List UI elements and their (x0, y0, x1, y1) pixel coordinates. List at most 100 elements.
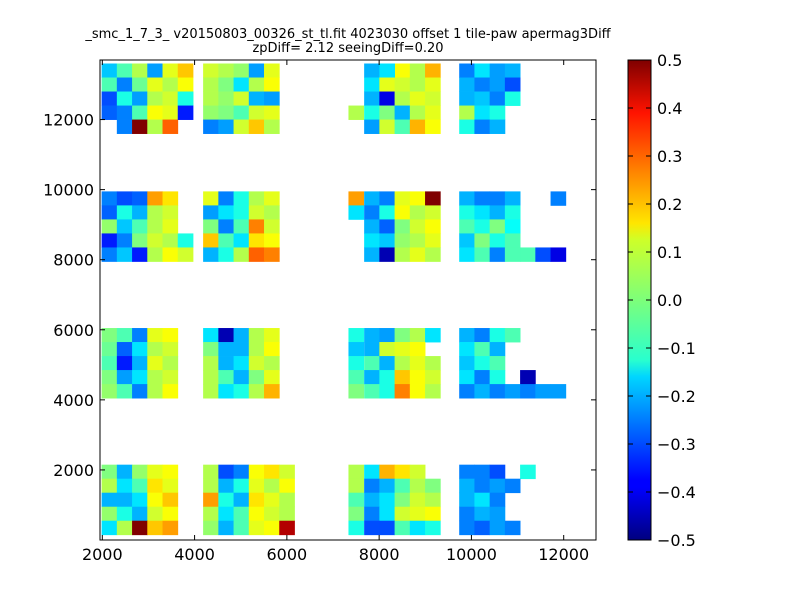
heatmap-cell (264, 63, 280, 78)
heatmap-cell (162, 191, 179, 206)
heatmap-cell (248, 219, 265, 234)
heatmap-cell (218, 119, 234, 134)
heatmap-cell (364, 119, 380, 134)
heatmap-cell (132, 77, 148, 92)
heatmap-cell (425, 233, 441, 248)
heatmap-cell (489, 384, 506, 399)
heatmap-cell (459, 247, 475, 262)
heatmap-cell (504, 328, 521, 343)
heatmap-cell (364, 478, 380, 494)
heatmap-cell (218, 63, 234, 78)
heatmap-cell (348, 342, 365, 357)
heatmap-cell (459, 63, 475, 78)
heatmap-cell (132, 247, 148, 262)
heatmap-cell (489, 506, 506, 522)
heatmap-cell (489, 328, 506, 343)
heatmap-cell (264, 247, 280, 262)
heatmap-cell (132, 370, 148, 385)
heatmap-cell (162, 464, 179, 480)
heatmap-cell (489, 205, 506, 220)
heatmap-cell (264, 506, 280, 522)
x-tick-label: 12000 (538, 545, 589, 564)
heatmap-cell (504, 191, 521, 206)
heatmap-cell (425, 205, 441, 220)
heatmap-cell (348, 384, 365, 399)
heatmap-cell (248, 356, 265, 371)
heatmap-cell (474, 342, 491, 357)
heatmap-cell (279, 492, 295, 508)
heatmap-cell (264, 119, 280, 134)
heatmap-cell (132, 464, 148, 480)
heatmap-cell (409, 384, 426, 399)
heatmap-cell (364, 384, 380, 399)
heatmap-cell (101, 464, 118, 480)
heatmap-cell (132, 492, 148, 508)
colorbar-tick-label: −0.2 (657, 387, 696, 406)
heatmap-cell (474, 370, 491, 385)
heatmap-cell (459, 105, 475, 120)
heatmap-cell (394, 520, 411, 536)
heatmap-cell (409, 464, 426, 480)
heatmap-cell (459, 328, 475, 343)
heatmap-cell (474, 356, 491, 371)
heatmap-cell (348, 191, 365, 206)
heatmap-cell (203, 520, 219, 536)
heatmap-cell (116, 191, 133, 206)
heatmap-cell (132, 63, 148, 78)
heatmap-cell (218, 233, 234, 248)
heatmap-cell (425, 105, 441, 120)
heatmap-cell (101, 105, 118, 120)
y-tick-label: 2000 (53, 461, 94, 480)
heatmap-cell (489, 91, 506, 106)
heatmap-cell (116, 506, 133, 522)
heatmap-cell (203, 370, 219, 385)
heatmap-cell (101, 384, 118, 399)
heatmap-cell (147, 328, 163, 343)
heatmap-cell (425, 119, 441, 134)
heatmap-cell (364, 370, 380, 385)
heatmap-cell (132, 478, 148, 494)
heatmap-cell (379, 233, 395, 248)
heatmap-cell (364, 342, 380, 357)
heatmap-cell (379, 384, 395, 399)
x-tick-label: 4000 (174, 545, 215, 564)
heatmap-cell (394, 328, 411, 343)
heatmap-cell (279, 464, 295, 480)
heatmap-cell (233, 247, 250, 262)
heatmap-cell (162, 356, 179, 371)
heatmap-cell (147, 77, 163, 92)
heatmap-cell (364, 191, 380, 206)
heatmap-cell (162, 205, 179, 220)
heatmap-cell (264, 219, 280, 234)
heatmap-cell (162, 478, 179, 494)
heatmap-cell (101, 506, 118, 522)
heatmap-cell (162, 105, 179, 120)
heatmap-cell (489, 478, 506, 494)
heatmap-cell (504, 233, 521, 248)
heatmap-cell (394, 105, 411, 120)
heatmap-cell (550, 191, 567, 206)
heatmap-cell (379, 464, 395, 480)
heatmap-cell (116, 356, 133, 371)
heatmap-cell (147, 506, 163, 522)
heatmap-cell (177, 91, 194, 106)
heatmap-cell (264, 464, 280, 480)
heatmap-cell (248, 370, 265, 385)
heatmap-cell (364, 233, 380, 248)
heatmap-cell (474, 63, 491, 78)
heatmap-cell (409, 63, 426, 78)
heatmap-cell (474, 492, 491, 508)
heatmap-cell (474, 464, 491, 480)
heatmap-cell (162, 63, 179, 78)
heatmap-cell (132, 91, 148, 106)
heatmap-cell (504, 384, 521, 399)
heatmap-cell (264, 492, 280, 508)
heatmap-cell (474, 233, 491, 248)
heatmap-cell (248, 63, 265, 78)
heatmap-cell (379, 492, 395, 508)
heatmap-cell (132, 233, 148, 248)
heatmap-cell (218, 77, 234, 92)
heatmap-cell (379, 328, 395, 343)
heatmap-cell (147, 63, 163, 78)
